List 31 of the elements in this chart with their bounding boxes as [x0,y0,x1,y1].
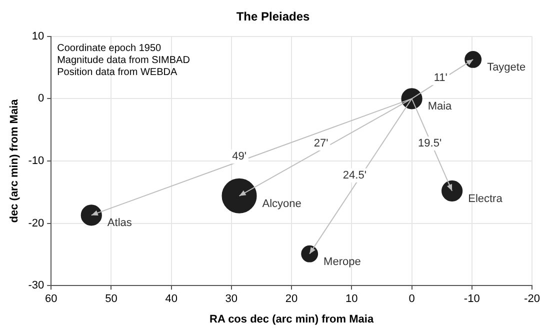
series-label: Merope [324,256,361,268]
x-tick-label: 10 [346,293,358,306]
y-tick-label: -20 [28,217,44,230]
annotation: 24.5' [342,169,366,182]
y-tick-label: 0 [38,92,44,105]
chart-title: The Pleiades [236,10,310,24]
y-tick-label: -30 [28,280,44,292]
x-tick-label: -20 [524,293,540,306]
y-axis-title: dec (arc min) from Maia [8,98,21,223]
series-label: Alcyone [262,198,302,210]
y-tick-label: -10 [28,155,44,168]
x-tick-label: -10 [464,293,480,306]
x-tick-label: 0 [408,293,415,306]
x-tick-label: 30 [225,293,238,306]
annotation: 27' [314,138,328,150]
annotation: 19.5' [418,138,442,150]
annotation: 49' [232,150,246,163]
x-tick-label: 50 [105,293,118,306]
annotation: Coordinate epoch 1950 [57,43,162,54]
series-label: Electra [468,192,504,205]
x-tick-label: 40 [165,293,178,306]
y-tick-label: 10 [32,30,44,42]
x-axis-title: RA cos dec (arc min) from Maia [210,313,374,326]
series-label: Atlas [107,217,132,230]
series-label: Maia [428,100,453,113]
series-label: Taygete [487,61,526,74]
annotation: Magnitude data from SIMBAD [57,55,190,66]
annotation: Position data from WEBDA [57,67,178,78]
annotation: 11' [434,72,448,84]
x-tick-label: 60 [44,293,58,306]
x-tick-label: 20 [285,293,298,306]
